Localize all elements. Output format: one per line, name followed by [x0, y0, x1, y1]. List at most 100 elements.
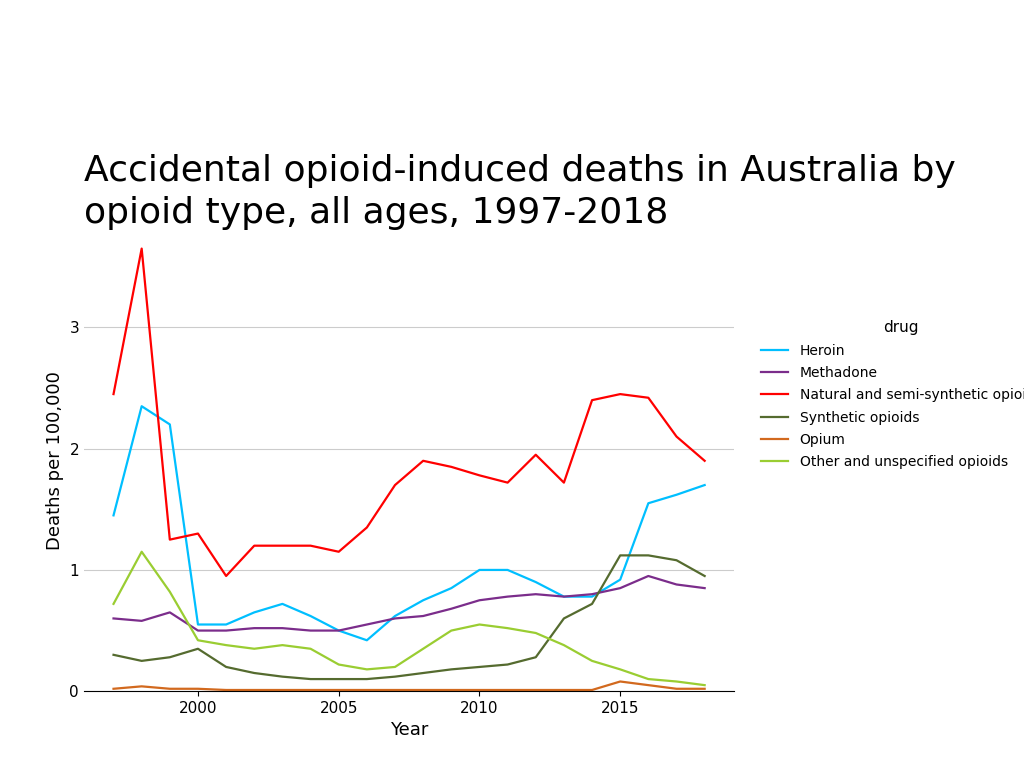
Methadone [698, 584, 711, 593]
Natural and semi-synthetic opioids [191, 529, 204, 538]
Heroin [614, 575, 627, 584]
Heroin [276, 599, 289, 608]
Natural and semi-synthetic opioids [671, 432, 683, 441]
Methadone [473, 596, 485, 605]
Natural and semi-synthetic opioids [220, 571, 232, 581]
Methadone [389, 614, 401, 623]
Heroin [417, 596, 429, 605]
Heroin [333, 626, 345, 635]
Opium [135, 682, 147, 691]
Opium [473, 685, 485, 694]
Natural and semi-synthetic opioids [642, 393, 654, 402]
Synthetic opioids [417, 668, 429, 677]
Methadone [529, 590, 542, 599]
Synthetic opioids [191, 644, 204, 654]
Other and unspecified opioids [698, 680, 711, 690]
Other and unspecified opioids [389, 662, 401, 671]
Methadone [333, 626, 345, 635]
Other and unspecified opioids [304, 644, 316, 654]
Synthetic opioids [389, 672, 401, 681]
Synthetic opioids [698, 571, 711, 581]
Synthetic opioids [248, 668, 260, 677]
Natural and semi-synthetic opioids [248, 541, 260, 551]
Methadone [642, 571, 654, 581]
Synthetic opioids [558, 614, 570, 623]
Methadone [191, 626, 204, 635]
Other and unspecified opioids [191, 636, 204, 645]
Natural and semi-synthetic opioids [304, 541, 316, 551]
Opium [360, 685, 373, 694]
Methadone [248, 624, 260, 633]
Other and unspecified opioids [276, 641, 289, 650]
Other and unspecified opioids [220, 641, 232, 650]
Natural and semi-synthetic opioids [276, 541, 289, 551]
Heroin [642, 498, 654, 508]
Synthetic opioids [333, 674, 345, 684]
Natural and semi-synthetic opioids [529, 450, 542, 459]
Line: Synthetic opioids: Synthetic opioids [114, 555, 705, 679]
Opium [220, 685, 232, 694]
Heroin [671, 490, 683, 499]
Synthetic opioids [642, 551, 654, 560]
Opium [191, 684, 204, 694]
Methadone [671, 580, 683, 589]
Methadone [164, 607, 176, 617]
Opium [586, 685, 598, 694]
Natural and semi-synthetic opioids [164, 535, 176, 545]
Natural and semi-synthetic opioids [698, 456, 711, 465]
Opium [642, 680, 654, 690]
Natural and semi-synthetic opioids [445, 462, 458, 472]
Synthetic opioids [473, 662, 485, 671]
Natural and semi-synthetic opioids [586, 396, 598, 405]
Other and unspecified opioids [164, 588, 176, 597]
Methadone [417, 611, 429, 621]
Text: Accidental opioid-induced deaths in Australia by: Accidental opioid-induced deaths in Aust… [84, 154, 955, 188]
Natural and semi-synthetic opioids [135, 244, 147, 253]
Heroin [445, 584, 458, 593]
Opium [333, 685, 345, 694]
Synthetic opioids [108, 650, 120, 660]
Natural and semi-synthetic opioids [614, 389, 627, 399]
Synthetic opioids [671, 555, 683, 564]
Heroin [502, 565, 514, 574]
Synthetic opioids [135, 657, 147, 666]
Synthetic opioids [360, 674, 373, 684]
Opium [502, 685, 514, 694]
Other and unspecified opioids [642, 674, 654, 684]
Opium [417, 685, 429, 694]
Opium [164, 684, 176, 694]
Y-axis label: Deaths per 100,000: Deaths per 100,000 [46, 372, 63, 550]
Methadone [220, 626, 232, 635]
Heroin [698, 481, 711, 490]
Other and unspecified opioids [135, 547, 147, 556]
Other and unspecified opioids [671, 677, 683, 686]
Opium [558, 685, 570, 694]
Methadone [445, 604, 458, 614]
Heroin [164, 420, 176, 429]
Opium [248, 685, 260, 694]
Synthetic opioids [445, 665, 458, 674]
Line: Opium: Opium [114, 681, 705, 690]
Synthetic opioids [529, 653, 542, 662]
Natural and semi-synthetic opioids [333, 547, 345, 556]
Opium [445, 685, 458, 694]
Natural and semi-synthetic opioids [558, 478, 570, 487]
Natural and semi-synthetic opioids [473, 471, 485, 480]
Heroin [558, 592, 570, 601]
Synthetic opioids [164, 653, 176, 662]
Other and unspecified opioids [248, 644, 260, 654]
Synthetic opioids [614, 551, 627, 560]
Methadone [276, 624, 289, 633]
Methadone [304, 626, 316, 635]
Other and unspecified opioids [502, 624, 514, 633]
Heroin [473, 565, 485, 574]
Methadone [108, 614, 120, 623]
Other and unspecified opioids [108, 599, 120, 608]
Legend: Heroin, Methadone, Natural and semi-synthetic opioids, Synthetic opioids, Opium,: Heroin, Methadone, Natural and semi-synt… [761, 320, 1024, 469]
Natural and semi-synthetic opioids [502, 478, 514, 487]
Opium [108, 684, 120, 694]
Heroin [586, 592, 598, 601]
Synthetic opioids [586, 599, 598, 608]
Opium [698, 684, 711, 694]
Natural and semi-synthetic opioids [108, 389, 120, 399]
